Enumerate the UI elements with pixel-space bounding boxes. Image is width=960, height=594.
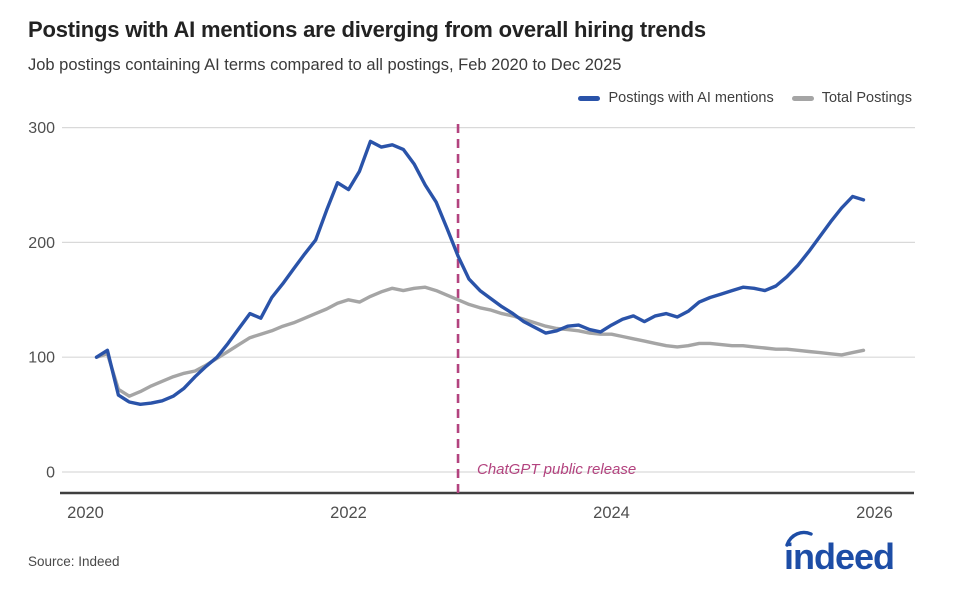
data-series: [94, 139, 866, 406]
svg-text:2022: 2022: [330, 504, 367, 522]
chart-title: Postings with AI mentions are diverging …: [28, 17, 706, 42]
legend-item-ai-mentions: Postings with AI mentions: [578, 90, 774, 106]
legend-label-ai-mentions: Postings with AI mentions: [608, 90, 774, 106]
svg-text:2026: 2026: [856, 504, 893, 522]
svg-text:100: 100: [28, 350, 55, 367]
indeed-logo-graphic: indeed: [784, 530, 895, 577]
svg-text:0: 0: [46, 465, 55, 482]
svg-text:2024: 2024: [593, 504, 630, 522]
legend-label-total-postings: Total Postings: [821, 90, 912, 106]
chatgpt-release-label: ChatGPT public release: [477, 461, 637, 478]
legend-item-total-postings: Total Postings: [791, 90, 912, 106]
x-tick-labels: 2020 2022 2024 2026: [67, 504, 893, 522]
legend: Postings with AI mentions Total Postings: [0, 90, 912, 106]
ai-line-swatch: [578, 95, 601, 101]
gridlines: [62, 126, 915, 473]
svg-text:2020: 2020: [67, 504, 104, 522]
y-tick-labels: 0 100 200 300: [28, 120, 55, 481]
indeed-logo: indeed: [780, 527, 910, 582]
svg-text:300: 300: [28, 120, 55, 137]
indeed-logo-arc-icon: [785, 530, 813, 547]
svg-text:200: 200: [28, 235, 55, 252]
indeed-logo-wordmark: indeed: [784, 536, 894, 577]
total-line-swatch: [791, 95, 814, 101]
source-note: Source: Indeed: [28, 554, 120, 569]
chart-subtitle: Job postings containing AI terms compare…: [28, 56, 622, 74]
